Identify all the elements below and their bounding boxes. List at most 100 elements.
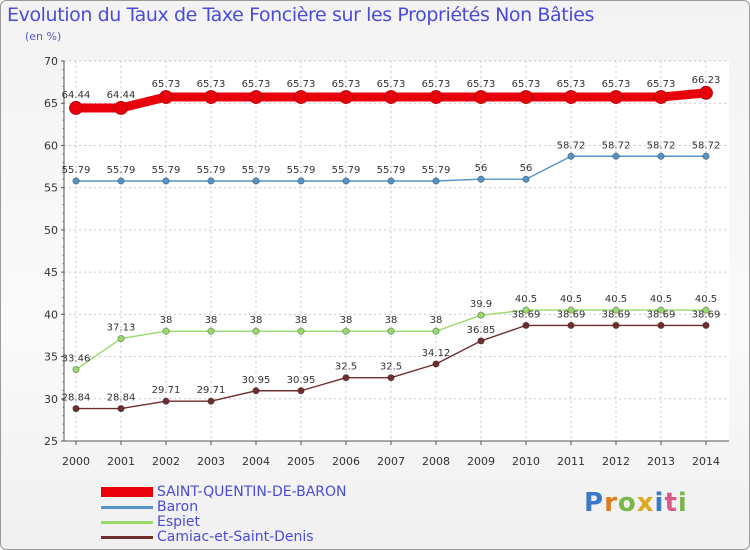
data-point: [342, 327, 350, 335]
data-point: [612, 321, 620, 329]
data-point: [207, 327, 215, 335]
data-point: [657, 152, 665, 160]
data-label: 65.73: [647, 79, 676, 90]
data-point: [609, 90, 623, 104]
data-label: 37.13: [107, 323, 136, 334]
data-point: [522, 306, 530, 314]
data-label: 65.73: [602, 79, 631, 90]
data-label: 38: [250, 315, 263, 326]
data-point: [252, 177, 260, 185]
x-tick-label: 2003: [197, 455, 225, 468]
data-label: 38: [160, 315, 173, 326]
x-tick-label: 2006: [332, 455, 360, 468]
data-label: 56: [520, 163, 533, 174]
data-label: 40.5: [560, 294, 582, 305]
data-point: [474, 90, 488, 104]
data-point: [702, 321, 710, 329]
data-label: 40.5: [650, 294, 672, 305]
data-point: [249, 90, 263, 104]
data-label: 55.79: [332, 165, 361, 176]
data-point: [114, 101, 128, 115]
data-point: [72, 365, 80, 374]
data-label: 38: [385, 315, 398, 326]
data-label: 38: [430, 315, 443, 326]
logo-letter: o: [617, 488, 637, 518]
data-label: 30.95: [287, 375, 316, 386]
x-tick-label: 2009: [467, 455, 495, 468]
data-point: [117, 177, 125, 185]
data-point: [387, 177, 395, 185]
data-label: 65.73: [332, 79, 361, 90]
x-tick-label: 2002: [152, 455, 180, 468]
x-tick-label: 2010: [512, 455, 540, 468]
data-label: 32.5: [335, 362, 357, 373]
data-point: [522, 175, 530, 183]
logo-letter: i: [677, 488, 688, 518]
y-tick-label: 50: [44, 224, 58, 237]
y-tick-label: 65: [44, 97, 58, 110]
unit-label: (en %): [25, 30, 62, 43]
data-label: 65.73: [287, 79, 316, 90]
data-label: 29.71: [197, 385, 226, 396]
data-label: 55.79: [107, 165, 136, 176]
data-point: [654, 90, 668, 104]
data-point: [252, 387, 260, 395]
data-point: [477, 311, 485, 319]
data-point: [69, 101, 83, 115]
data-point: [162, 177, 170, 185]
data-label: 38.69: [557, 309, 586, 320]
data-label: 64.44: [107, 90, 136, 101]
data-point: [432, 327, 440, 335]
data-point: [477, 337, 485, 345]
plot-area: [64, 61, 729, 441]
data-point: [297, 327, 305, 335]
data-point: [432, 177, 440, 185]
proxiti-logo: Proxiti: [584, 488, 688, 518]
data-label: 38.69: [692, 309, 721, 320]
data-point: [72, 404, 80, 413]
data-point: [567, 321, 575, 329]
x-tick-label: 2011: [557, 455, 585, 468]
data-point: [117, 334, 125, 343]
data-label: 29.71: [152, 385, 181, 396]
y-tick-label: 60: [44, 139, 58, 152]
data-label: 39.9: [470, 299, 492, 310]
data-point: [567, 152, 575, 160]
legend-label: Espiet: [157, 514, 201, 530]
logo-letter: t: [664, 488, 678, 518]
data-point: [207, 397, 215, 405]
logo-letter: x: [636, 488, 655, 518]
data-label: 30.95: [242, 375, 271, 386]
y-tick-label: 30: [44, 393, 58, 406]
data-label: 55.79: [287, 165, 316, 176]
data-label: 65.73: [152, 79, 181, 90]
data-point: [612, 152, 620, 160]
data-label: 55.79: [197, 165, 226, 176]
data-point: [384, 90, 398, 104]
data-label: 66.23: [692, 75, 721, 86]
data-point: [699, 85, 713, 100]
legend-swatch: [101, 506, 153, 509]
data-label: 56: [475, 163, 488, 174]
data-label: 33.46: [62, 354, 91, 365]
data-point: [702, 306, 710, 314]
x-tick-label: 2012: [602, 455, 630, 468]
x-tick-label: 2013: [647, 455, 675, 468]
data-label: 55.79: [242, 165, 271, 176]
legend-swatch: [101, 487, 153, 497]
data-label: 58.72: [602, 140, 631, 151]
x-tick-label: 2007: [377, 455, 405, 468]
data-label: 28.84: [62, 393, 91, 404]
data-label: 65.73: [422, 79, 451, 90]
data-label: 65.73: [242, 79, 271, 90]
data-label: 58.72: [557, 140, 586, 151]
data-label: 40.5: [695, 294, 717, 305]
data-point: [657, 321, 665, 329]
data-point: [519, 90, 533, 104]
legend-label: Baron: [157, 499, 199, 515]
data-label: 65.73: [512, 79, 541, 90]
data-point: [612, 306, 620, 314]
data-point: [522, 321, 530, 329]
data-point: [387, 327, 395, 335]
